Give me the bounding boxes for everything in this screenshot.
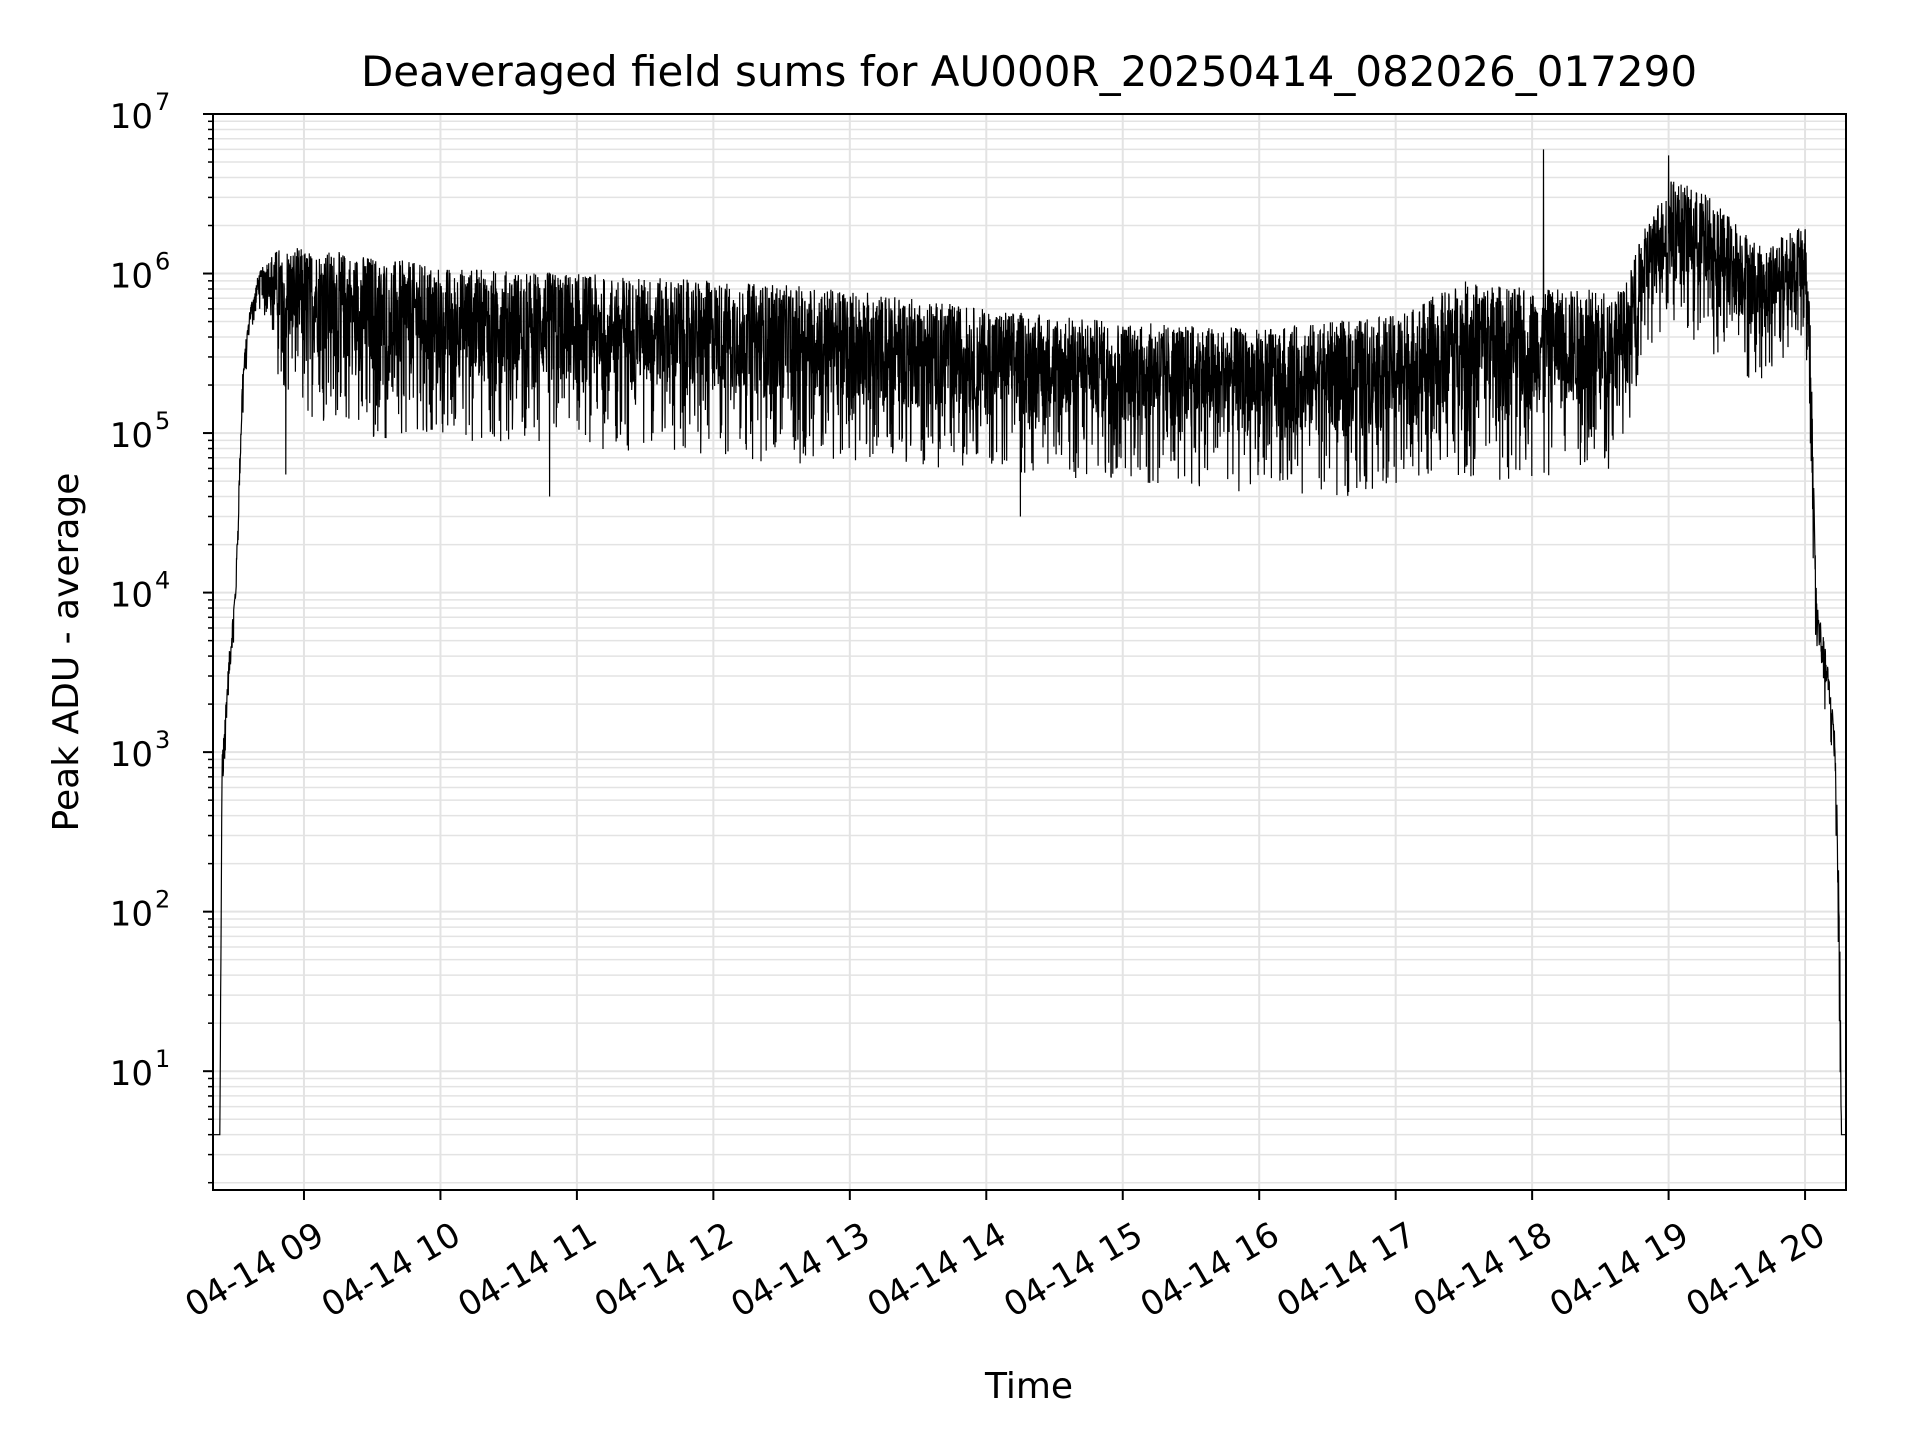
chart-title: Deaveraged field sums for AU000R_2025041… [361,47,1697,96]
y-tick-label: 10 [110,416,153,456]
y-tick-exponent: 7 [155,88,170,116]
y-tick-exponent: 4 [155,567,170,595]
y-tick-exponent: 6 [155,248,170,276]
x-axis-label: Time [984,1366,1073,1407]
y-tick-exponent: 2 [155,886,170,914]
y-tick-label: 10 [110,576,153,616]
series-line [213,149,1846,1136]
y-tick-exponent: 3 [155,726,170,754]
data-layer [213,149,1846,1136]
y-tick-exponent: 1 [155,1045,170,1073]
y-axis-label: Peak ADU - average [46,473,87,832]
y-tick-label: 10 [110,735,153,775]
y-tick-label: 10 [110,1054,153,1094]
y-tick-label: 10 [110,97,153,137]
y-tick-label: 10 [110,895,153,935]
y-tick-label: 10 [110,257,153,297]
plot-frame [212,113,1847,1191]
y-tick-exponent: 5 [155,407,170,435]
